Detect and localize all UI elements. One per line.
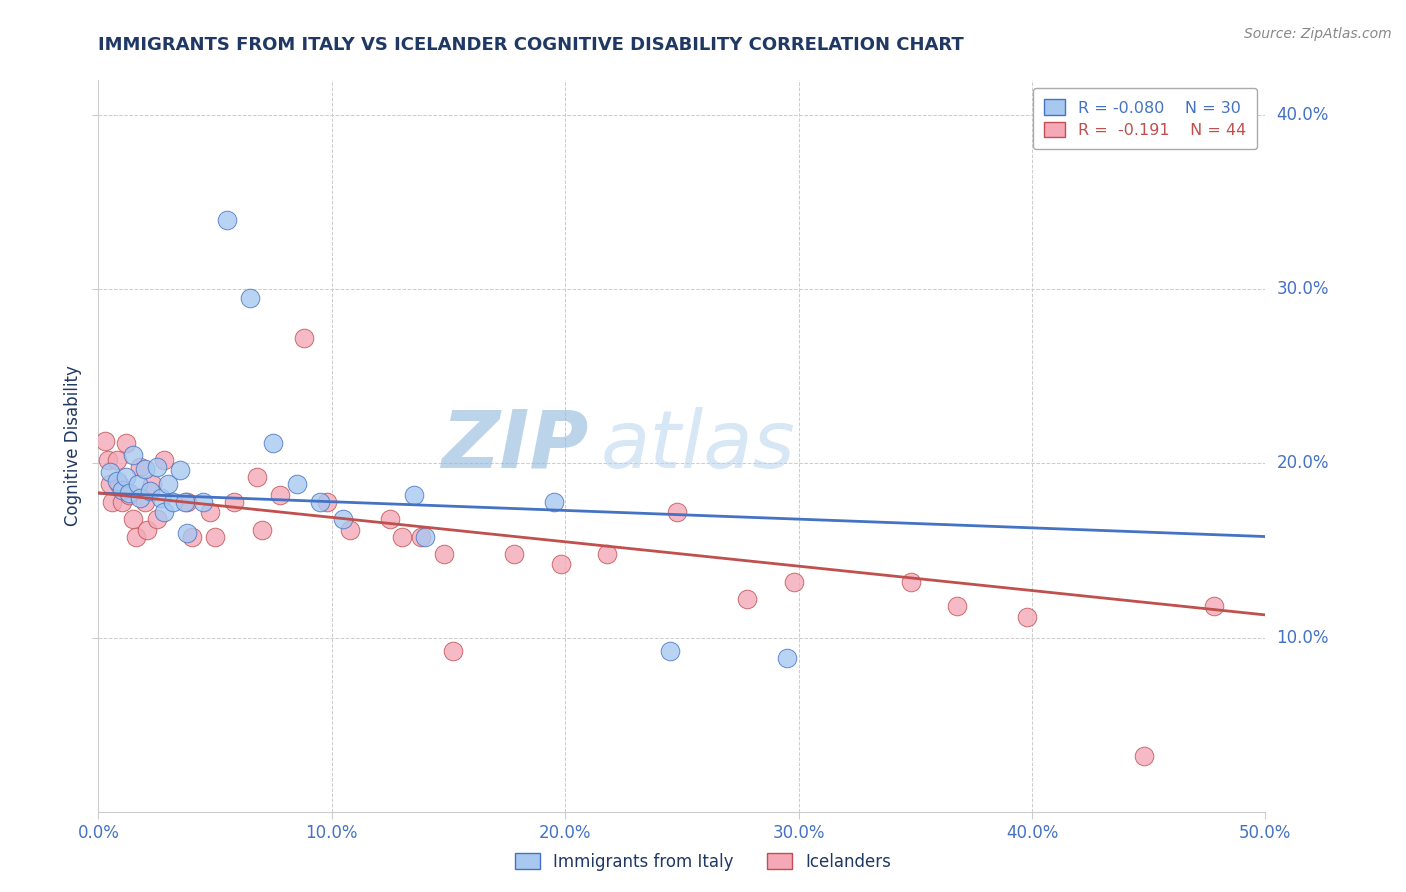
Point bbox=[136, 523, 159, 537]
Point bbox=[339, 523, 361, 537]
Point bbox=[152, 505, 174, 519]
Point bbox=[152, 453, 174, 467]
Point bbox=[292, 331, 315, 345]
Point bbox=[134, 494, 156, 508]
Y-axis label: Cognitive Disability: Cognitive Disability bbox=[63, 366, 82, 526]
Point bbox=[1133, 749, 1156, 764]
Point bbox=[262, 435, 284, 450]
Point bbox=[111, 483, 134, 497]
Point bbox=[118, 486, 141, 500]
Text: ZIP: ZIP bbox=[441, 407, 589, 485]
Point bbox=[409, 530, 432, 544]
Point bbox=[543, 494, 565, 508]
Point bbox=[441, 644, 464, 658]
Point bbox=[101, 494, 124, 508]
Point bbox=[735, 592, 758, 607]
Text: 30.0%: 30.0% bbox=[1277, 280, 1329, 298]
Point bbox=[550, 558, 572, 572]
Point bbox=[309, 494, 332, 508]
Point bbox=[173, 494, 195, 508]
Text: IMMIGRANTS FROM ITALY VS ICELANDER COGNITIVE DISABILITY CORRELATION CHART: IMMIGRANTS FROM ITALY VS ICELANDER COGNI… bbox=[98, 36, 965, 54]
Point bbox=[176, 494, 198, 508]
Point bbox=[596, 547, 619, 561]
Point bbox=[1202, 599, 1225, 614]
Point bbox=[127, 477, 149, 491]
Point bbox=[162, 494, 184, 508]
Point bbox=[269, 488, 291, 502]
Point bbox=[115, 470, 138, 484]
Point bbox=[193, 494, 215, 508]
Text: 10.0%: 10.0% bbox=[1277, 629, 1329, 647]
Point bbox=[129, 491, 152, 506]
Point bbox=[285, 477, 308, 491]
Point bbox=[946, 599, 969, 614]
Point bbox=[146, 459, 169, 474]
Point bbox=[98, 477, 121, 491]
Point bbox=[222, 494, 245, 508]
Point bbox=[122, 448, 145, 462]
Point bbox=[146, 512, 169, 526]
Point bbox=[105, 453, 128, 467]
Point bbox=[98, 465, 121, 479]
Point bbox=[215, 212, 238, 227]
Point bbox=[378, 512, 402, 526]
Point bbox=[150, 491, 173, 506]
Point bbox=[176, 526, 198, 541]
Point bbox=[200, 505, 222, 519]
Point bbox=[413, 530, 436, 544]
Point bbox=[204, 530, 226, 544]
Point bbox=[125, 530, 148, 544]
Point bbox=[239, 291, 262, 305]
Point bbox=[502, 547, 524, 561]
Point bbox=[134, 461, 156, 475]
Point bbox=[118, 488, 141, 502]
Legend: R = -0.080    N = 30, R =  -0.191    N = 44: R = -0.080 N = 30, R = -0.191 N = 44 bbox=[1033, 88, 1257, 149]
Point bbox=[157, 477, 180, 491]
Point bbox=[783, 574, 806, 589]
Point bbox=[391, 530, 413, 544]
Point bbox=[139, 484, 162, 499]
Text: 20.0%: 20.0% bbox=[1277, 454, 1329, 473]
Point bbox=[94, 434, 117, 448]
Point bbox=[246, 470, 269, 484]
Point bbox=[115, 435, 138, 450]
Point bbox=[316, 494, 339, 508]
Point bbox=[402, 488, 425, 502]
Point bbox=[180, 530, 202, 544]
Point bbox=[1017, 609, 1039, 624]
Point bbox=[433, 547, 456, 561]
Point bbox=[666, 505, 689, 519]
Point bbox=[169, 463, 191, 477]
Point bbox=[108, 477, 131, 491]
Point bbox=[900, 574, 922, 589]
Point bbox=[659, 644, 682, 658]
Point bbox=[129, 459, 152, 474]
Legend: Immigrants from Italy, Icelanders: Immigrants from Italy, Icelanders bbox=[506, 845, 900, 880]
Point bbox=[776, 651, 799, 665]
Point bbox=[250, 523, 273, 537]
Text: Source: ZipAtlas.com: Source: ZipAtlas.com bbox=[1244, 27, 1392, 41]
Text: 40.0%: 40.0% bbox=[1277, 106, 1329, 124]
Point bbox=[111, 494, 134, 508]
Text: atlas: atlas bbox=[600, 407, 794, 485]
Point bbox=[122, 512, 145, 526]
Point bbox=[97, 453, 120, 467]
Point bbox=[105, 474, 128, 488]
Point bbox=[141, 477, 163, 491]
Point bbox=[332, 512, 354, 526]
